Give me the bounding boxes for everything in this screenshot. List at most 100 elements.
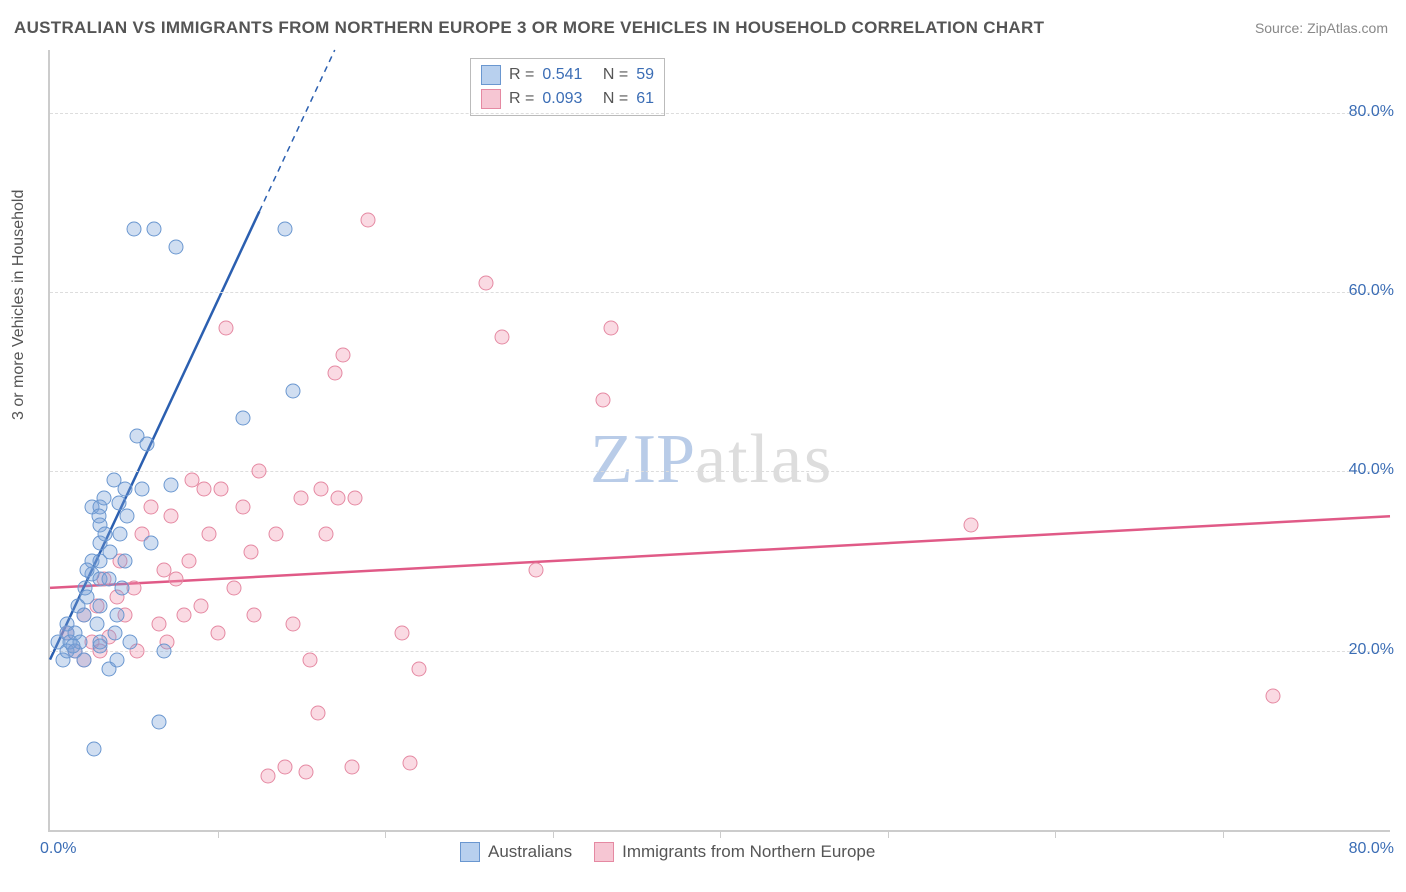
data-point-a: [113, 527, 128, 542]
data-point-b: [394, 625, 409, 640]
data-point-a: [89, 616, 104, 631]
data-point-a: [168, 240, 183, 255]
swatch-australians: [460, 842, 480, 862]
data-point-b: [277, 760, 292, 775]
data-point-b: [182, 554, 197, 569]
data-point-b: [218, 320, 233, 335]
data-point-b: [319, 527, 334, 542]
correlation-legend: R = 0.541 N = 59 R = 0.093 N = 61: [470, 58, 665, 116]
x-tick: [218, 830, 219, 838]
legend-label-b: Immigrants from Northern Europe: [622, 842, 875, 862]
data-point-b: [336, 347, 351, 362]
data-point-b: [604, 320, 619, 335]
data-point-b: [311, 706, 326, 721]
data-point-b: [478, 276, 493, 291]
data-point-a: [91, 509, 106, 524]
data-point-a: [71, 598, 86, 613]
data-point-b: [361, 213, 376, 228]
x-tick: [720, 830, 721, 838]
data-point-a: [151, 715, 166, 730]
data-point-a: [146, 222, 161, 237]
data-point-b: [247, 607, 262, 622]
data-point-a: [108, 625, 123, 640]
source-attribution: Source: ZipAtlas.com: [1255, 20, 1388, 36]
data-point-b: [964, 518, 979, 533]
data-point-b: [331, 491, 346, 506]
n-value-a: 59: [636, 63, 654, 87]
data-point-b: [197, 482, 212, 497]
x-tick: [888, 830, 889, 838]
n-label: N =: [603, 87, 628, 111]
x-tick: [1055, 830, 1056, 838]
data-point-b: [327, 365, 342, 380]
data-point-b: [156, 563, 171, 578]
legend-row-b: R = 0.093 N = 61: [481, 87, 654, 111]
data-point-a: [143, 536, 158, 551]
r-label: R =: [509, 63, 534, 87]
data-point-a: [93, 598, 108, 613]
data-point-b: [403, 755, 418, 770]
swatch-immigrants: [481, 89, 501, 109]
data-point-b: [143, 500, 158, 515]
data-point-a: [86, 742, 101, 757]
data-point-a: [66, 639, 81, 654]
data-point-b: [213, 482, 228, 497]
scatter-plot-area: ZIPatlas R = 0.541 N = 59 R = 0.093 N = …: [48, 50, 1390, 832]
data-point-a: [235, 410, 250, 425]
data-point-a: [115, 580, 130, 595]
gridline-h: [50, 113, 1390, 114]
data-point-b: [344, 760, 359, 775]
data-point-b: [595, 392, 610, 407]
data-point-b: [347, 491, 362, 506]
data-point-a: [140, 437, 155, 452]
data-point-a: [78, 580, 93, 595]
data-point-a: [110, 607, 125, 622]
data-point-b: [227, 580, 242, 595]
legend-item-a: Australians: [460, 842, 572, 862]
data-point-a: [79, 563, 94, 578]
data-point-b: [269, 527, 284, 542]
legend-label-a: Australians: [488, 842, 572, 862]
data-point-b: [202, 527, 217, 542]
x-tick: [1223, 830, 1224, 838]
y-axis-label: 3 or more Vehicles in Household: [10, 190, 28, 420]
gridline-h: [50, 292, 1390, 293]
data-point-a: [98, 527, 113, 542]
y-tick-label: 80.0%: [1349, 103, 1394, 121]
data-point-a: [101, 571, 116, 586]
chart-title: AUSTRALIAN VS IMMIGRANTS FROM NORTHERN E…: [14, 18, 1044, 38]
data-point-a: [120, 509, 135, 524]
data-point-b: [495, 329, 510, 344]
x-tick: [553, 830, 554, 838]
data-point-b: [299, 764, 314, 779]
data-point-b: [235, 500, 250, 515]
watermark-atlas: atlas: [695, 421, 833, 498]
series-legend: Australians Immigrants from Northern Eur…: [460, 842, 875, 862]
data-point-b: [252, 464, 267, 479]
data-point-b: [294, 491, 309, 506]
x-axis-max: 80.0%: [1349, 840, 1394, 858]
data-point-a: [135, 482, 150, 497]
legend-row-a: R = 0.541 N = 59: [481, 63, 654, 87]
y-tick-label: 60.0%: [1349, 282, 1394, 300]
data-point-b: [151, 616, 166, 631]
data-point-a: [126, 222, 141, 237]
data-point-a: [103, 545, 118, 560]
r-label: R =: [509, 87, 534, 111]
n-label: N =: [603, 63, 628, 87]
swatch-immigrants: [594, 842, 614, 862]
x-axis-origin: 0.0%: [40, 840, 76, 858]
data-point-a: [110, 652, 125, 667]
data-point-b: [314, 482, 329, 497]
swatch-australians: [481, 65, 501, 85]
data-point-a: [123, 634, 138, 649]
data-point-a: [93, 634, 108, 649]
watermark: ZIPatlas: [590, 420, 833, 500]
gridline-h: [50, 651, 1390, 652]
data-point-b: [1265, 688, 1280, 703]
data-point-a: [76, 652, 91, 667]
data-point-a: [96, 491, 111, 506]
data-point-a: [118, 554, 133, 569]
data-point-b: [285, 616, 300, 631]
data-point-b: [411, 661, 426, 676]
